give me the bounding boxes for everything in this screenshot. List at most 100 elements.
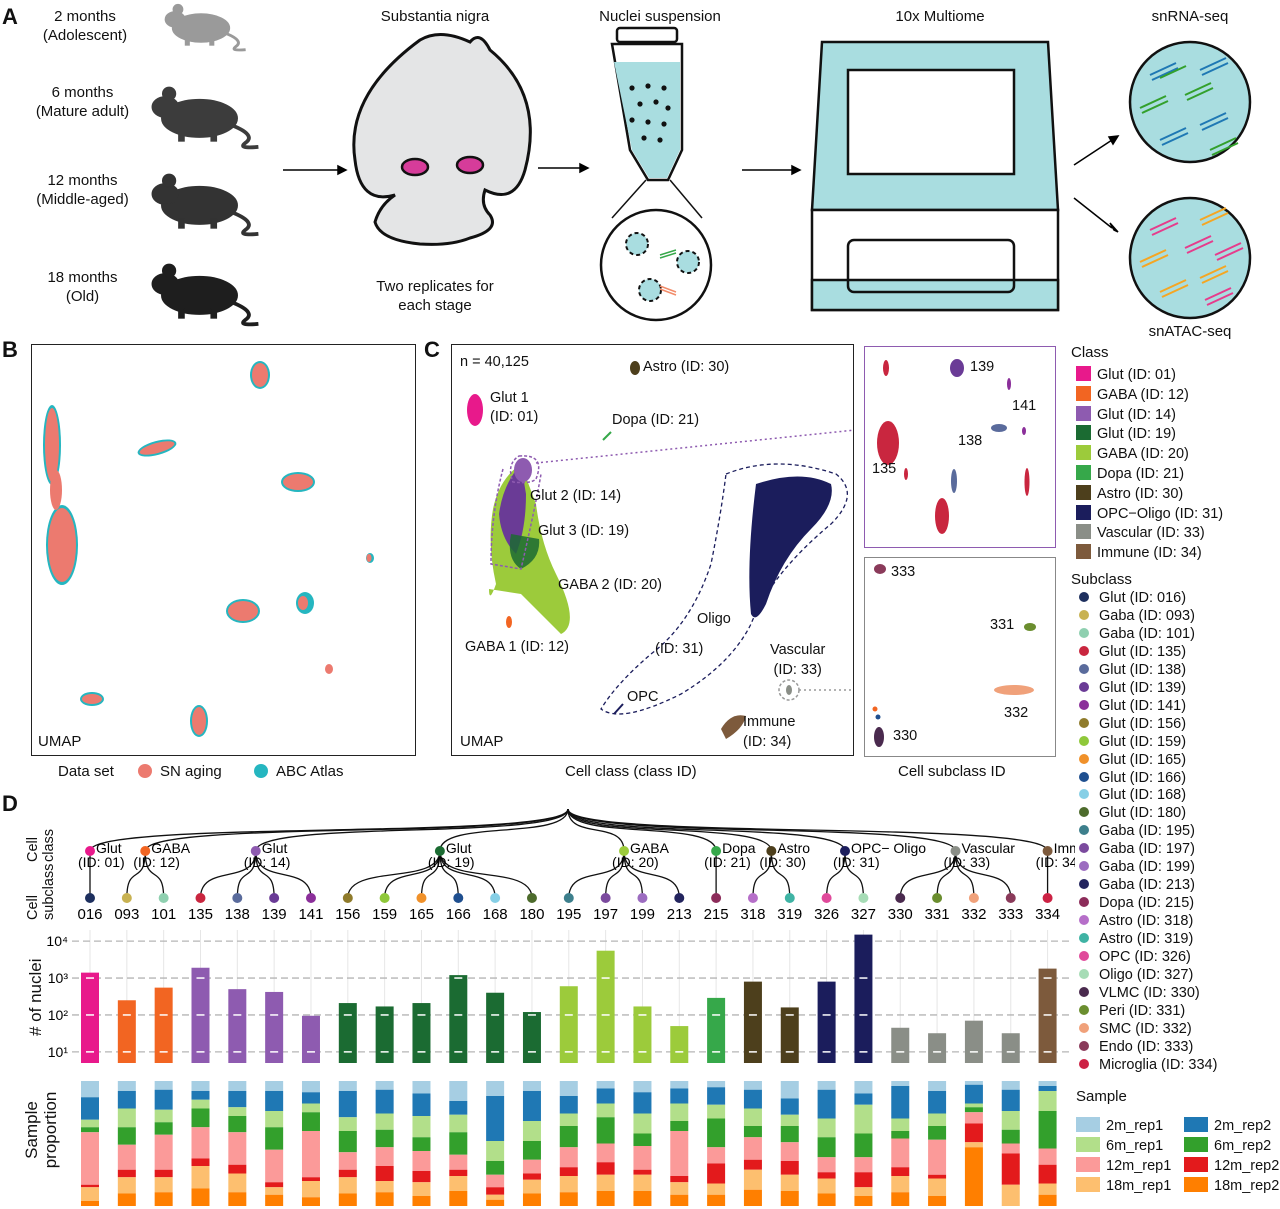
subclass-tick-label: 326 xyxy=(814,906,839,923)
proportion-segment xyxy=(522,1091,541,1121)
c-xcaption: Cell class (class ID) xyxy=(565,763,697,780)
legend-item: 2m_rep1 xyxy=(1076,1117,1163,1134)
proportion-segment xyxy=(780,1191,799,1206)
proportion-segment xyxy=(228,1164,247,1174)
proportion-segment xyxy=(596,1081,615,1089)
subclass-tick-label: 016 xyxy=(77,906,102,923)
legend-label: Glut (ID: 168) xyxy=(1099,787,1187,804)
legend-label: Glut (ID: 180) xyxy=(1099,805,1187,822)
nuclei-bar xyxy=(81,972,99,1063)
legend-swatch xyxy=(1079,915,1089,926)
proportion-segment xyxy=(486,1187,505,1195)
proportion-segment xyxy=(596,1162,615,1175)
proportion-segment xyxy=(670,1103,689,1121)
legend-item: OPC−Oligo (ID: 31) xyxy=(1076,504,1223,522)
class-node xyxy=(619,846,630,856)
proportion-segment xyxy=(338,1177,357,1194)
legend-item: 18m_rep1 xyxy=(1076,1177,1171,1194)
cluster-oligo-id: (ID: 31) xyxy=(655,641,704,657)
proportion-segment xyxy=(486,1161,505,1175)
proportion-segment xyxy=(449,1081,468,1101)
sn-region-left xyxy=(400,157,430,177)
subclass-node xyxy=(637,893,648,903)
legend-swatch xyxy=(1079,986,1089,997)
class-node-label: Glut (ID: 19) xyxy=(428,840,475,870)
proportion-segment xyxy=(854,1196,873,1206)
proportion-segment xyxy=(1038,1111,1057,1149)
legend-swatch xyxy=(1079,861,1089,872)
inset-138: 138 xyxy=(958,433,983,449)
legend-swatch xyxy=(1079,807,1089,818)
legend-swatch xyxy=(1079,681,1089,692)
legend-label: OPC (ID: 326) xyxy=(1099,949,1191,965)
inset-333: 333 xyxy=(891,564,916,580)
proportion-segment xyxy=(670,1131,689,1176)
proportion-segment xyxy=(81,1187,99,1201)
legend-item: Glut (ID: 01) xyxy=(1076,366,1176,383)
legend-item: Gaba (ID: 197) xyxy=(1076,841,1195,857)
cluster-gaba2: GABA 2 (ID: 20) xyxy=(558,577,662,593)
legend-item: Gaba (ID: 101) xyxy=(1076,626,1195,642)
proportion-segment xyxy=(228,1132,247,1165)
proportion-segment xyxy=(1038,1148,1057,1165)
subclass-tick-label: 180 xyxy=(519,906,544,923)
umap-b-clusters xyxy=(43,361,374,737)
proportion-segment xyxy=(338,1081,357,1091)
nuclei-bar xyxy=(449,975,468,1063)
legend-label: Glut (ID: 159) xyxy=(1099,733,1187,750)
legend-label: Glut (ID: 01) xyxy=(1097,367,1176,383)
legend-item: Glut (ID: 159) xyxy=(1076,734,1186,750)
proportion-segment xyxy=(964,1103,983,1108)
legend-swatch xyxy=(1079,879,1089,890)
age-18m: 18 months (Old) xyxy=(47,269,118,305)
panel-a-graphics xyxy=(150,2,1252,327)
proportion-segment xyxy=(338,1117,357,1131)
subclass-node xyxy=(269,893,280,903)
proportion-segment xyxy=(265,1194,284,1206)
tree-edge xyxy=(347,850,441,899)
proportion-segment xyxy=(817,1089,836,1119)
subclass-node xyxy=(121,893,132,903)
proportion-segment xyxy=(301,1131,320,1178)
subclass-node xyxy=(1005,893,1016,903)
proportion-segment xyxy=(596,1174,615,1191)
subclass-tick-label: 135 xyxy=(188,906,213,923)
legend-item: GABA (ID: 12) xyxy=(1076,385,1189,403)
inset-135: 135 xyxy=(872,461,897,477)
multiome-machine-icon xyxy=(810,40,1060,312)
subclass-tick-label: 093 xyxy=(114,906,139,923)
subclass-tick-label: 159 xyxy=(372,906,397,923)
proportion-segment xyxy=(81,1184,99,1188)
proportion-segment xyxy=(265,1187,284,1195)
class-node xyxy=(711,846,722,856)
nuclei-bar xyxy=(743,981,762,1063)
legend-swatch xyxy=(1079,1004,1089,1015)
subclass-tick-label: 138 xyxy=(225,906,250,923)
proportion-segment xyxy=(559,1176,578,1193)
proportion-segment xyxy=(522,1141,541,1160)
dataset-legend: Data set SN aging ABC Atlas xyxy=(58,763,343,780)
legend-swatch xyxy=(1079,663,1089,674)
nuclei-bar xyxy=(633,1006,652,1063)
proportion-segment xyxy=(191,1099,210,1109)
legend-label: GABA (ID: 12) xyxy=(1097,386,1189,403)
proportion-segment xyxy=(817,1178,836,1194)
proportion-segment xyxy=(1001,1143,1020,1154)
sn-title: Substantia nigra xyxy=(380,8,490,25)
proportion-segment xyxy=(707,1194,726,1206)
tree-edge xyxy=(255,850,275,899)
proportion-segment xyxy=(633,1174,652,1191)
proportion-segment xyxy=(928,1126,947,1140)
inset-139: 139 xyxy=(970,359,995,375)
legend-item: Dopa (ID: 215) xyxy=(1076,895,1194,911)
arrow-icon xyxy=(283,135,1120,233)
nuclei-bar xyxy=(670,1026,689,1063)
proportion-segment xyxy=(1001,1089,1020,1111)
cluster-oligo: Oligo xyxy=(697,611,731,627)
legend-label: Gaba (ID: 195) xyxy=(1099,823,1195,840)
proportion-segment xyxy=(928,1139,947,1175)
snrna-dish-icon xyxy=(1128,40,1252,164)
legend-swatch xyxy=(1076,445,1091,461)
proportion-segment xyxy=(522,1193,541,1206)
proportion-segment xyxy=(854,1104,873,1134)
